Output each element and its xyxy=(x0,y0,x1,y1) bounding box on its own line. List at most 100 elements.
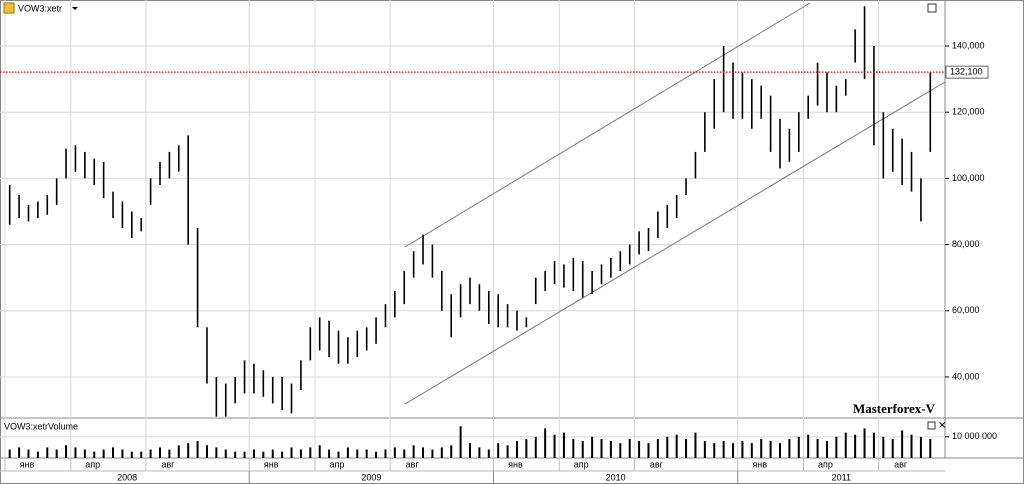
symbol-icon[interactable] xyxy=(3,2,15,14)
volume-bar xyxy=(459,426,462,458)
volume-bar xyxy=(816,438,819,458)
volume-bar xyxy=(741,441,744,458)
volume-bar xyxy=(93,451,96,458)
y-tick-label: 80,000 xyxy=(952,239,980,249)
volume-bar xyxy=(656,438,659,458)
volume-bar xyxy=(919,436,922,458)
volume-bar xyxy=(243,451,246,458)
y-tick-label: 140,000 xyxy=(952,40,985,50)
volume-bar xyxy=(140,451,143,458)
volume-bar xyxy=(365,449,368,458)
y-tick-label: 120,000 xyxy=(952,107,985,117)
x-tick-label: янв xyxy=(264,459,279,469)
x-tick-label: апр xyxy=(574,459,589,469)
volume-bar xyxy=(403,449,406,458)
volume-bar xyxy=(8,449,11,458)
volume-bar xyxy=(262,451,265,458)
volume-bar xyxy=(750,443,753,458)
volume-bar xyxy=(703,441,706,458)
volume-bar xyxy=(844,432,847,458)
volume-bar xyxy=(205,445,208,458)
volume-bar xyxy=(36,451,39,458)
volume-bar xyxy=(74,447,77,458)
volume-bar xyxy=(422,447,425,458)
year-label: 2008 xyxy=(117,472,137,482)
volume-bar xyxy=(18,447,21,458)
x-tick-label: апр xyxy=(818,459,833,469)
volume-bar xyxy=(562,432,565,458)
volume-bar xyxy=(515,441,518,458)
watermark: Masterforex-V xyxy=(853,401,936,416)
title-dropdown[interactable] xyxy=(72,7,78,10)
volume-bar xyxy=(159,447,161,458)
last-price-box xyxy=(945,65,989,79)
volume-bar xyxy=(318,445,321,458)
volume-bar xyxy=(807,434,810,458)
volume-close[interactable]: ✕ xyxy=(938,421,946,432)
channel-lower xyxy=(404,81,946,405)
x-tick-label: авг xyxy=(406,459,420,469)
year-label: 2011 xyxy=(832,472,851,482)
volume-bar xyxy=(102,449,105,458)
x-tick-label: авг xyxy=(894,459,908,469)
volume-bar xyxy=(337,451,340,458)
volume-bar xyxy=(281,451,284,458)
volume-bar xyxy=(572,438,575,458)
y-tick-label: 10 000 000 xyxy=(952,431,997,441)
volume-bar xyxy=(675,434,678,458)
volume-bar xyxy=(638,441,641,458)
volume-bar xyxy=(83,449,86,458)
volume-bar xyxy=(299,449,302,458)
volume-bar xyxy=(290,447,293,458)
maximize-button[interactable] xyxy=(927,3,937,13)
volume-bar xyxy=(46,447,49,458)
volume-bar xyxy=(891,438,894,458)
volume-bar xyxy=(384,449,387,458)
volume-bar xyxy=(929,438,932,458)
chart-title[interactable]: VOW3:xetr xyxy=(18,3,62,13)
y-tick-label: 40,000 xyxy=(952,371,980,381)
volume-bar xyxy=(722,441,725,458)
volume-bar xyxy=(431,449,434,458)
y-tick-label: 60,000 xyxy=(952,305,980,315)
volume-bar xyxy=(469,443,471,458)
x-tick-label: янв xyxy=(20,459,35,469)
volume-bar xyxy=(27,449,30,458)
volume-bar xyxy=(825,441,828,458)
volume-maximize[interactable] xyxy=(927,421,936,430)
volume-bar xyxy=(628,438,631,458)
x-tick-label: янв xyxy=(752,459,767,469)
volume-bar xyxy=(177,445,180,458)
volume-bar xyxy=(450,445,453,458)
volume-bar xyxy=(553,434,556,458)
volume-bar xyxy=(478,447,481,458)
volume-bar xyxy=(788,438,791,458)
volume-bar xyxy=(600,438,603,458)
volume-bar xyxy=(713,443,716,458)
year-label: 2010 xyxy=(606,472,626,482)
year-label: 2009 xyxy=(361,472,381,482)
volume-bar xyxy=(769,441,772,458)
volume-title: VOW3:xetrVolume xyxy=(4,421,78,431)
volume-bar xyxy=(252,449,255,458)
volume-bar xyxy=(732,443,735,458)
volume-bar xyxy=(863,428,866,458)
volume-bar xyxy=(760,438,763,458)
volume-bar xyxy=(412,445,415,458)
volume-bar xyxy=(112,447,115,458)
volume-bar xyxy=(609,441,612,458)
volume-bar xyxy=(506,445,509,458)
volume-bar xyxy=(234,451,237,458)
volume-bar xyxy=(55,449,58,458)
volume-bar xyxy=(835,436,838,458)
volume-bar xyxy=(224,449,227,458)
volume-bar xyxy=(271,449,274,458)
x-tick-label: авг xyxy=(161,459,175,469)
volume-bar xyxy=(544,428,547,458)
x-tick-label: апр xyxy=(330,459,345,469)
x-tick-label: апр xyxy=(85,459,100,469)
volume-bar xyxy=(581,441,584,458)
x-tick-label: авг xyxy=(650,459,664,469)
